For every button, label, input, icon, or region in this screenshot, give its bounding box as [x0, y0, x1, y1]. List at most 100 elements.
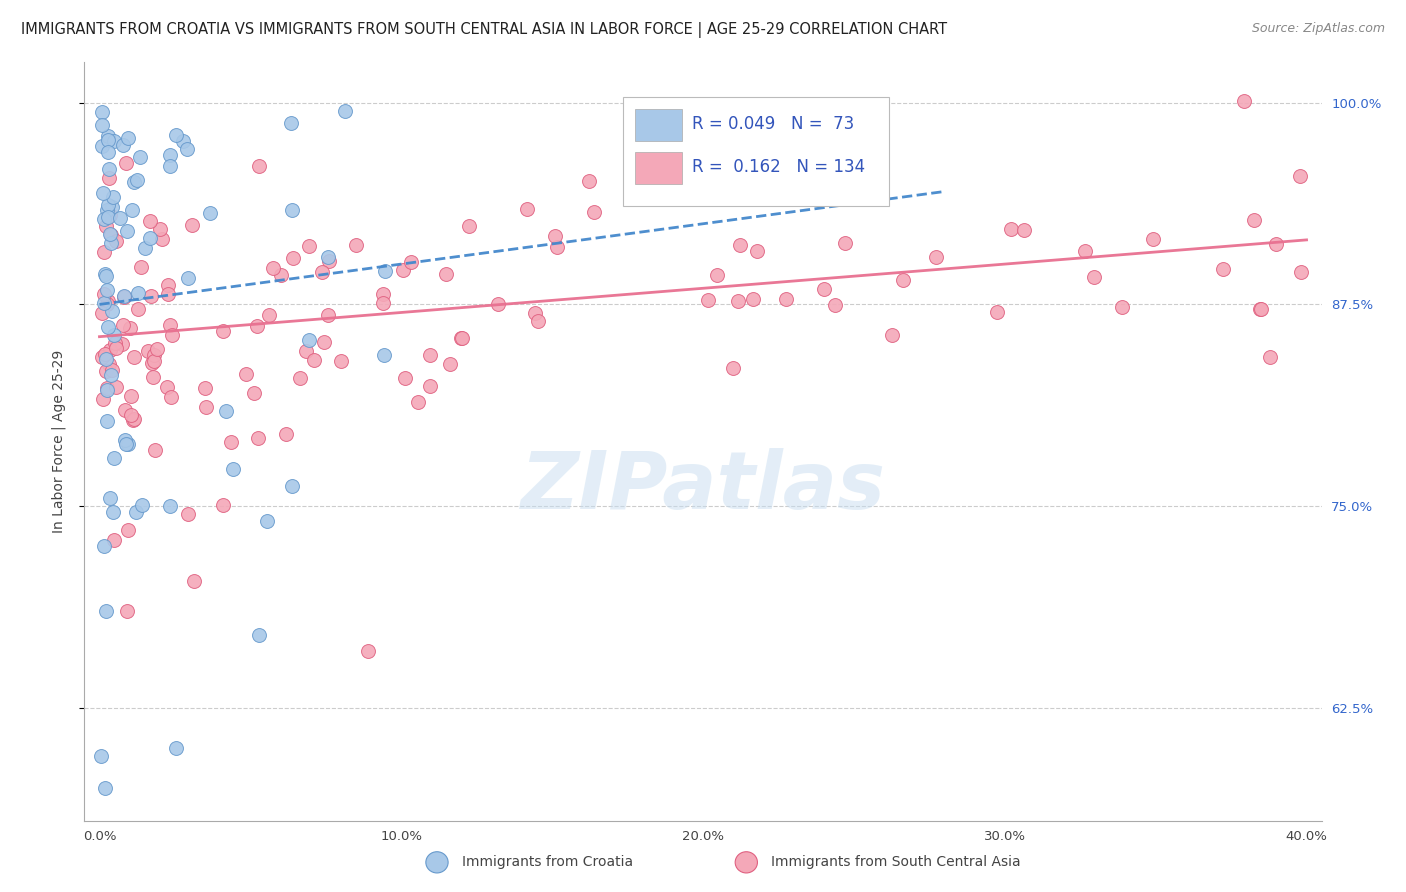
Point	[157, 287, 180, 301]
Point	[93, 781, 115, 796]
Point	[215, 403, 238, 417]
Point	[195, 400, 218, 414]
Point	[98, 343, 121, 357]
FancyBboxPatch shape	[623, 96, 889, 207]
Text: Immigrants from South Central Asia: Immigrants from South Central Asia	[770, 855, 1021, 870]
Point	[1258, 351, 1281, 365]
Point	[439, 357, 461, 371]
Point	[183, 574, 205, 588]
FancyBboxPatch shape	[636, 152, 682, 184]
Point	[114, 434, 136, 448]
Point	[127, 286, 149, 301]
Point	[97, 198, 120, 212]
Y-axis label: In Labor Force | Age 25-29: In Labor Force | Age 25-29	[52, 350, 66, 533]
Point	[316, 250, 339, 264]
Point	[128, 151, 150, 165]
Text: Immigrants from Croatia: Immigrants from Croatia	[461, 855, 633, 870]
Point	[274, 427, 297, 442]
Point	[160, 390, 183, 404]
Point	[97, 133, 120, 147]
Point	[96, 381, 118, 395]
Point	[516, 202, 538, 216]
Point	[117, 604, 139, 618]
Point	[288, 371, 311, 385]
Point	[115, 224, 138, 238]
Point	[94, 219, 117, 234]
Point	[105, 341, 128, 355]
Point	[97, 171, 120, 186]
Point	[280, 479, 302, 493]
Point	[318, 253, 340, 268]
Point	[270, 268, 292, 282]
Point	[134, 241, 156, 255]
Point	[1233, 94, 1256, 108]
Point	[96, 283, 118, 297]
Text: R =  0.162   N = 134: R = 0.162 N = 134	[692, 158, 865, 176]
Point	[357, 644, 380, 658]
Point	[100, 200, 122, 214]
Point	[434, 268, 457, 282]
Point	[578, 174, 600, 188]
Point	[1000, 222, 1022, 236]
Point	[247, 159, 270, 173]
Point	[142, 370, 165, 384]
Point	[1289, 264, 1312, 278]
Point	[419, 378, 441, 392]
Point	[94, 351, 117, 366]
Point	[93, 296, 115, 310]
Point	[344, 237, 367, 252]
Point	[114, 402, 136, 417]
Point	[330, 354, 353, 368]
Point	[546, 240, 568, 254]
Point	[159, 148, 181, 162]
Point	[247, 628, 270, 642]
Point	[145, 342, 167, 356]
Point	[165, 741, 187, 756]
Point	[706, 268, 728, 282]
Point	[1250, 301, 1272, 316]
Point	[1289, 169, 1312, 184]
Point	[138, 213, 160, 227]
Point	[104, 379, 127, 393]
Point	[280, 115, 302, 129]
Point	[834, 235, 856, 250]
Point	[114, 156, 136, 170]
Point	[157, 278, 180, 293]
Point	[97, 293, 120, 308]
Point	[93, 245, 115, 260]
Point	[1243, 213, 1265, 227]
Point	[97, 129, 120, 144]
Point	[335, 104, 357, 119]
Point	[486, 297, 509, 311]
Point	[131, 498, 153, 512]
Point	[124, 412, 146, 426]
Point	[100, 363, 122, 377]
Point	[103, 190, 125, 204]
Point	[373, 348, 395, 362]
Point	[114, 437, 136, 451]
Point	[283, 251, 305, 265]
Point	[374, 263, 396, 277]
Point	[891, 273, 914, 287]
Point	[110, 337, 132, 351]
Point	[527, 314, 550, 328]
Point	[112, 290, 135, 304]
Point	[96, 414, 118, 428]
Point	[125, 505, 148, 519]
Point	[159, 318, 181, 333]
Point	[298, 333, 321, 347]
Point	[97, 357, 120, 371]
Point	[247, 431, 270, 445]
Point	[97, 145, 120, 160]
Point	[1212, 261, 1234, 276]
Ellipse shape	[735, 852, 758, 873]
Text: R = 0.049   N =  73: R = 0.049 N = 73	[692, 115, 853, 133]
Point	[419, 348, 441, 362]
Point	[100, 227, 122, 242]
Point	[394, 370, 416, 384]
Point	[90, 118, 112, 132]
Point	[458, 219, 481, 233]
Point	[373, 296, 395, 310]
Point	[103, 134, 125, 148]
Point	[304, 352, 326, 367]
